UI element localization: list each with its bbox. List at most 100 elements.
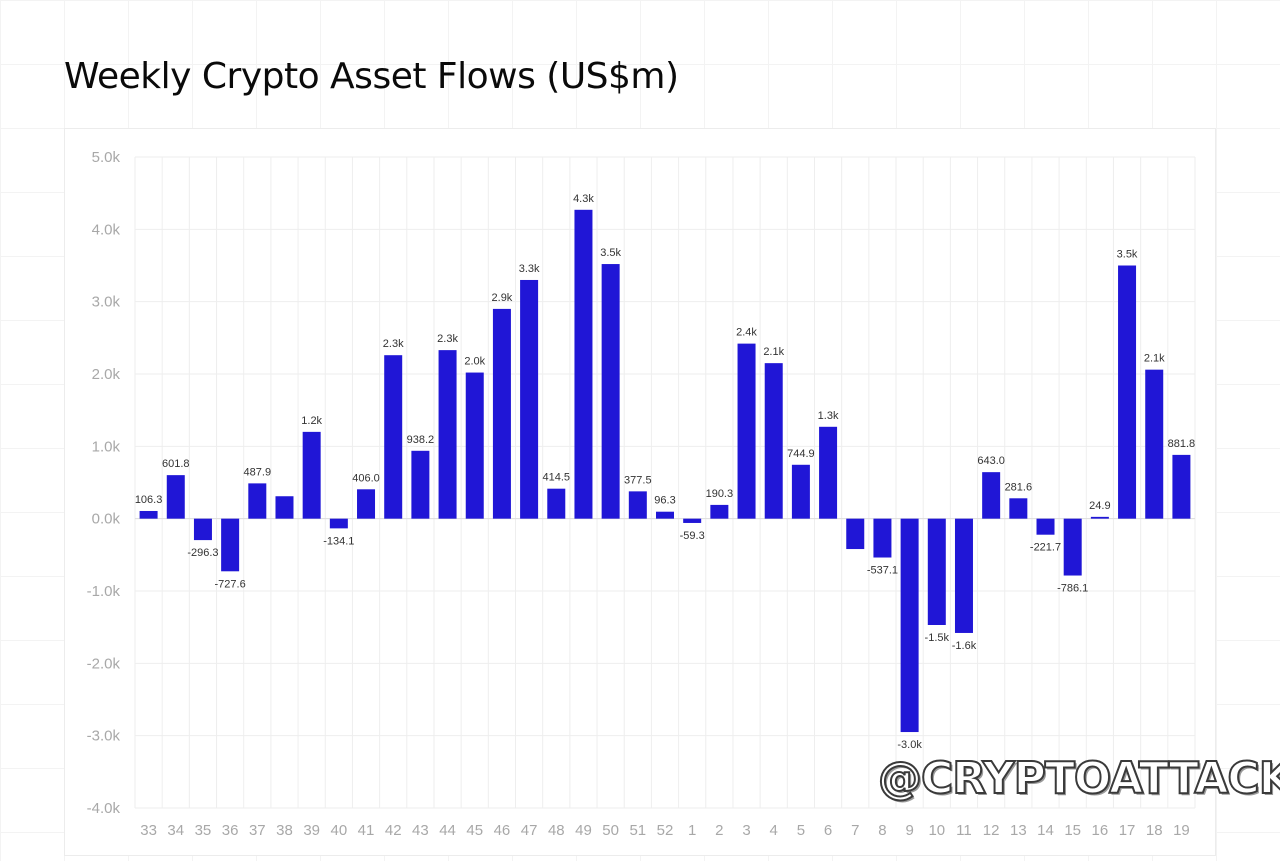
x-tick-label: 17	[1119, 822, 1136, 839]
data-label: -134.1	[323, 535, 354, 547]
data-label: 3.5k	[600, 247, 621, 259]
x-tick-label: 44	[439, 822, 456, 839]
x-tick-label: 3	[742, 822, 750, 839]
bar	[1172, 454, 1191, 519]
y-tick-label: -4.0k	[87, 800, 121, 817]
bar	[900, 518, 919, 733]
data-label: -1.5k	[925, 632, 950, 644]
data-label: 881.8	[1168, 438, 1196, 450]
bar	[683, 518, 702, 523]
data-label: -1.6k	[952, 640, 977, 652]
chart-title: Weekly Crypto Asset Flows (US$m)	[64, 56, 679, 97]
data-label: 2.1k	[1144, 353, 1165, 365]
y-tick-label: 1.0k	[92, 438, 121, 455]
bar	[193, 518, 212, 541]
data-label: 414.5	[543, 472, 571, 484]
x-tick-label: 14	[1037, 822, 1054, 839]
bar	[846, 518, 865, 550]
data-label: 2.0k	[464, 356, 485, 368]
x-tick-label: 7	[851, 822, 859, 839]
x-tick-label: 40	[331, 822, 348, 839]
bar	[438, 350, 457, 519]
watermark-text: @CRYPTOATTACK	[877, 752, 1280, 805]
y-tick-label: -3.0k	[87, 728, 121, 745]
x-tick-label: 41	[358, 822, 375, 839]
data-label: 377.5	[624, 474, 652, 486]
data-label: 1.3k	[818, 410, 839, 422]
bar	[819, 426, 838, 519]
x-tick-label: 2	[715, 822, 723, 839]
bar	[764, 363, 783, 519]
x-tick-label: 47	[521, 822, 538, 839]
bar	[737, 343, 756, 519]
bar	[411, 450, 430, 519]
data-label: -786.1	[1057, 583, 1088, 595]
x-tick-label: 46	[494, 822, 511, 839]
bar	[656, 511, 674, 519]
bar	[1036, 518, 1055, 535]
bar	[1009, 498, 1028, 519]
data-label: 601.8	[162, 458, 190, 470]
bar	[927, 518, 946, 625]
bar	[248, 483, 267, 519]
bar	[547, 488, 566, 519]
bar	[302, 431, 321, 519]
data-label: 1.2k	[301, 415, 322, 427]
data-label: -727.6	[215, 578, 246, 590]
y-tick-label: 3.0k	[92, 294, 121, 311]
bar	[166, 475, 185, 519]
data-label: -296.3	[187, 547, 218, 559]
x-tick-label: 11	[956, 822, 972, 839]
bar	[1145, 369, 1164, 519]
x-tick-label: 6	[824, 822, 832, 839]
bar	[1090, 516, 1109, 519]
x-tick-label: 34	[167, 822, 184, 839]
data-label: 106.3	[135, 494, 163, 506]
data-label: 938.2	[407, 434, 435, 446]
data-label: 3.3k	[519, 263, 540, 275]
x-tick-label: 15	[1064, 822, 1081, 839]
y-tick-label: 2.0k	[92, 366, 121, 383]
x-tick-label: 36	[222, 822, 239, 839]
bar	[492, 308, 511, 519]
x-tick-label: 8	[878, 822, 886, 839]
x-tick-label: 9	[905, 822, 913, 839]
x-tick-label: 42	[385, 822, 402, 839]
x-tick-label: 12	[983, 822, 1000, 839]
x-tick-label: 35	[195, 822, 212, 839]
bar	[791, 464, 810, 519]
x-tick-label: 49	[575, 822, 592, 839]
x-tick-label: 19	[1173, 822, 1190, 839]
x-tick-label: 18	[1146, 822, 1163, 839]
data-label: 281.6	[1005, 481, 1033, 493]
bar	[329, 518, 348, 529]
data-label: 2.9k	[492, 292, 513, 304]
data-label: 487.9	[244, 466, 272, 478]
x-tick-label: 51	[629, 822, 646, 839]
bar	[1063, 518, 1082, 576]
bar	[139, 510, 158, 519]
bar	[275, 496, 294, 519]
x-tick-label: 1	[688, 822, 696, 839]
bar	[384, 355, 403, 519]
data-label: 4.3k	[573, 193, 594, 205]
x-tick-label: 52	[657, 822, 674, 839]
data-label: 2.3k	[383, 338, 404, 350]
data-label: 3.5k	[1117, 249, 1138, 261]
data-label: -59.3	[680, 530, 705, 542]
y-tick-label: 0.0k	[92, 511, 121, 528]
x-tick-label: 4	[770, 822, 778, 839]
data-label: 2.3k	[437, 333, 458, 345]
bar	[465, 372, 484, 519]
bar	[357, 489, 376, 519]
x-tick-label: 13	[1010, 822, 1027, 839]
y-tick-label: -2.0k	[87, 655, 121, 672]
data-label: -537.1	[867, 565, 898, 577]
x-tick-label: 43	[412, 822, 429, 839]
bar	[574, 209, 593, 519]
x-tick-label: 45	[466, 822, 483, 839]
data-label: 24.9	[1089, 500, 1110, 512]
x-tick-label: 37	[249, 822, 266, 839]
data-label: 2.4k	[736, 327, 757, 339]
